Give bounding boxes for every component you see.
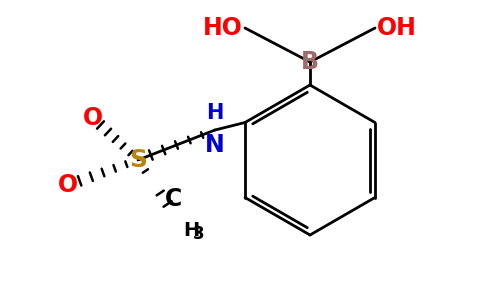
Text: H: H <box>183 221 199 240</box>
Text: H: H <box>206 103 224 123</box>
Text: C: C <box>165 187 182 211</box>
Text: N: N <box>205 133 225 157</box>
Text: B: B <box>301 50 319 74</box>
Text: O: O <box>58 173 78 197</box>
Text: HO: HO <box>203 16 243 40</box>
Text: O: O <box>83 106 103 130</box>
Text: 3: 3 <box>193 225 205 243</box>
Text: S: S <box>129 148 147 172</box>
Text: OH: OH <box>377 16 417 40</box>
